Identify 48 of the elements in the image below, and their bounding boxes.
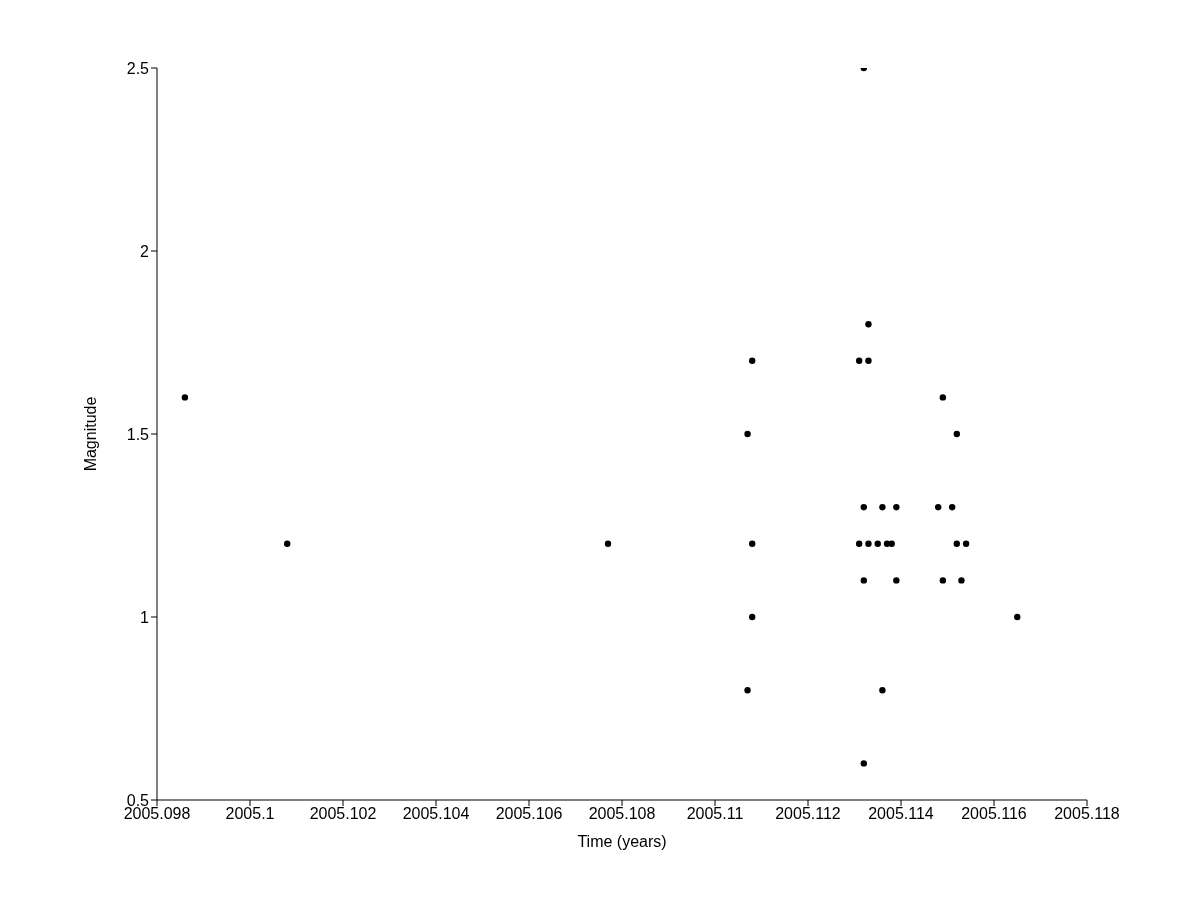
x-tick-label: 2005.112 [775, 805, 841, 823]
x-tick-label: 2005.104 [402, 805, 470, 823]
point [855, 540, 863, 547]
point [874, 540, 881, 547]
x-tick-label: 2005.106 [495, 805, 563, 823]
x-tick-label: 2005.11 [686, 805, 744, 823]
point [879, 504, 886, 511]
point [744, 687, 751, 694]
point [604, 540, 612, 547]
point [953, 540, 960, 547]
point [948, 504, 956, 511]
point [181, 394, 189, 401]
point [744, 430, 751, 438]
point [284, 540, 291, 547]
x-tick-label: 2005.118 [1054, 805, 1120, 823]
x-tick-label: 2005.102 [309, 805, 377, 823]
x-tick-label: 2005.1 [225, 805, 275, 823]
y-axis-title: Magnitude [81, 396, 99, 472]
y-tick-label: 2.5 [126, 59, 150, 77]
y-tick-label: 2 [140, 242, 150, 260]
x-tick-label: 2005.108 [588, 805, 656, 823]
point [953, 430, 960, 438]
point [962, 540, 970, 547]
x-axis-title: Time (years) [577, 833, 667, 851]
y-tick-label: 1 [140, 608, 150, 626]
point [865, 321, 872, 328]
point [1014, 613, 1021, 621]
point [958, 577, 965, 584]
point [888, 540, 895, 547]
x-tick-label: 2005.098 [123, 805, 191, 823]
point [749, 613, 756, 621]
point [865, 357, 872, 364]
point [860, 504, 867, 511]
point [865, 540, 872, 547]
point [879, 687, 886, 694]
point [939, 394, 947, 401]
point [893, 504, 900, 511]
y-tick-label: 1.5 [126, 425, 150, 443]
x-tick-label: 2005.114 [868, 805, 934, 823]
point [935, 504, 942, 511]
point [855, 357, 863, 364]
point [749, 357, 756, 364]
point [749, 540, 756, 547]
point [939, 577, 947, 584]
x-tick-label: 2005.116 [961, 805, 1027, 823]
point [893, 577, 900, 584]
point [860, 577, 867, 584]
point [860, 760, 867, 767]
